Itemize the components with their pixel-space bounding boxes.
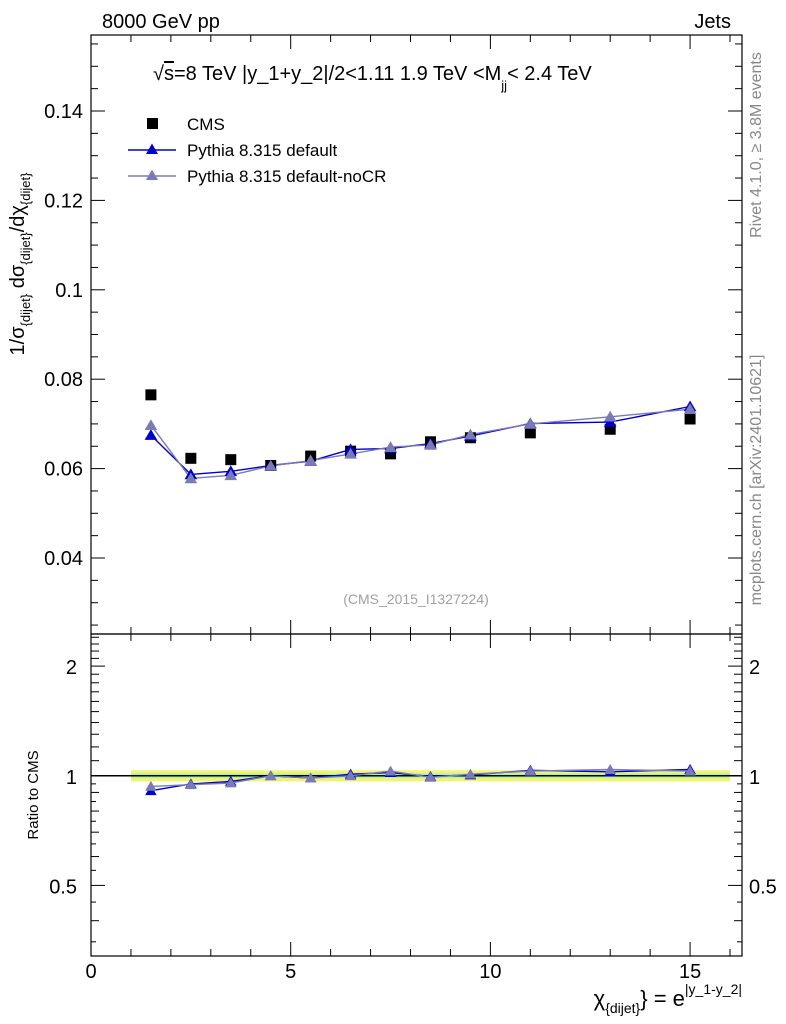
cms-data-point <box>604 423 616 435</box>
ratio-data-point <box>424 771 437 782</box>
legend-cms-label: CMS <box>187 115 225 134</box>
header-left-title: 8000 GeV pp <box>102 11 220 33</box>
ratio-data-point <box>264 770 277 781</box>
cms-data-point <box>185 452 197 464</box>
ratio-uncertainty-bands <box>91 770 742 782</box>
x-tick-label: 10 <box>479 961 501 983</box>
ratio-y-tick-label-right: 0.5 <box>749 876 777 898</box>
ratio-data-point <box>185 779 197 790</box>
legend-default-marker <box>146 143 158 154</box>
ratio-plot-frame <box>90 633 743 957</box>
ratio-data-point <box>304 772 317 783</box>
series-line <box>150 408 691 480</box>
ratio-data-point <box>384 765 397 776</box>
y-tick-label: 0.14 <box>44 101 83 123</box>
x-axis-label: χ{dijet}} = e|y_1-y_2| <box>594 981 742 1016</box>
mc-data-point <box>224 469 238 481</box>
mc-data-point <box>683 403 697 414</box>
y-tick-label: 0.08 <box>44 369 83 391</box>
ratio-data-point <box>524 765 537 776</box>
mc-data-point <box>264 459 278 471</box>
mc-data-point <box>184 472 198 484</box>
ratio-data-point <box>604 764 616 774</box>
ratio-data-point <box>145 780 157 791</box>
ratio-y-label: Ratio to CMS <box>25 750 42 839</box>
legend-nocr-label: Pythia 8.315 default-noCR <box>187 167 386 186</box>
header-right-title: Jets <box>694 11 731 33</box>
main-y-axis: 0.04 0.06 0.08 0.1 0.12 0.14 <box>44 43 742 626</box>
x-tick-label: 15 <box>679 961 701 983</box>
cms-data-point <box>385 448 397 460</box>
cms-data-point <box>684 413 696 425</box>
ratio-series-line <box>150 768 691 788</box>
cms-data-point <box>524 427 536 439</box>
ratio-y-tick-label-left: 2 <box>66 657 77 679</box>
y-tick-label: 0.12 <box>44 190 83 212</box>
mc-data-point <box>144 429 158 440</box>
mc-data-point <box>144 419 158 431</box>
cms-data-point <box>225 454 237 466</box>
y-tick-label: 0.1 <box>55 280 83 302</box>
main-x-ticks <box>90 35 731 634</box>
plot-title: √s=8 TeV |y_1+y_2|/2<1.11 1.9 TeV <Mjj< … <box>153 63 592 93</box>
ratio-y-tick-label-left: 1 <box>66 767 77 789</box>
mc-data-point <box>464 428 477 440</box>
mc-data-point <box>603 410 617 422</box>
mcplots-reference-label: mcplots.cern.ch [arXiv:2401.10621] <box>748 355 765 606</box>
x-tick-label: 5 <box>285 961 296 983</box>
ratio-series <box>145 764 696 796</box>
mc-data-point <box>524 417 537 429</box>
analysis-watermark: (CMS_2015_I1327224) <box>343 591 489 607</box>
cms-data-point <box>145 389 157 401</box>
sqrt-symbol: √ <box>153 63 164 85</box>
legend-default-label: Pythia 8.315 default <box>187 141 338 160</box>
y-tick-label: 0.06 <box>44 459 83 481</box>
ratio-data-point <box>684 765 696 776</box>
plot-title-text-b: < 2.4 TeV <box>507 63 592 85</box>
x-tick-label: 0 <box>85 961 96 983</box>
ratio-plot: 0.5 0.5 1 1 2 2 0 5 10 15 <box>49 633 777 983</box>
sqrt-s: s <box>164 63 174 85</box>
mc-data-point <box>344 447 357 459</box>
mc-data-point <box>424 438 437 450</box>
ratio-y-tick-label-right: 1 <box>749 767 760 789</box>
mc-data-point <box>304 454 317 466</box>
ratio-y-tick-label-right: 2 <box>749 657 760 679</box>
plot-title-text-a: =8 TeV |y_1+y_2|/2<1.11 1.9 TeV <M <box>174 63 501 85</box>
legend: CMS Pythia 8.315 default Pythia 8.315 de… <box>128 115 386 186</box>
ratio-data-point <box>464 768 477 779</box>
rivet-version-label: Rivet 4.1.0, ≥ 3.8M events <box>748 52 765 238</box>
ratio-y-tick-label-left: 0.5 <box>49 876 77 898</box>
plot-title-subscript: jj <box>500 78 507 93</box>
ratio-x-axis: 0 5 10 15 <box>85 634 731 983</box>
ratio-data-point <box>225 777 237 788</box>
ratio-data-point <box>344 770 357 781</box>
main-series <box>144 389 697 484</box>
ratio-y-axis: 0.5 0.5 1 1 2 2 <box>49 636 777 943</box>
mc-data-point <box>384 441 397 452</box>
legend-nocr-marker <box>146 169 158 180</box>
y-tick-label: 0.04 <box>44 548 83 570</box>
main-y-label: 1/σ{dijet} dσ{dijet}/dχ{dijet} <box>7 172 33 356</box>
legend-cms-marker <box>147 118 158 129</box>
